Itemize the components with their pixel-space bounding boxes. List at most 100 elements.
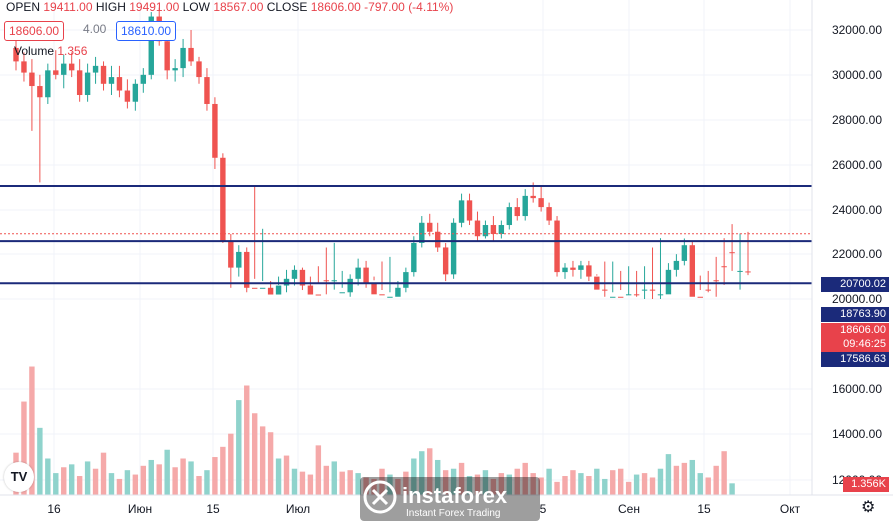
x-tick-label: Окт (780, 502, 801, 516)
volume-bar (450, 468, 457, 495)
x-tick-label: 15 (697, 502, 711, 516)
volume-bar (673, 465, 680, 495)
candle-body (37, 86, 43, 98)
volume-bar (570, 470, 576, 495)
sell-price-button[interactable]: 18606.00 (4, 21, 65, 41)
candle-body (737, 270, 743, 272)
change-value: -797.00 (-4.11%) (364, 0, 454, 14)
y-tick-label: 22000.00 (832, 247, 882, 261)
volume-bar (21, 401, 27, 495)
candle-body (602, 289, 608, 291)
candle-body (108, 77, 115, 84)
volume-bar (498, 473, 505, 495)
candle-body (427, 222, 433, 232)
volume-bar (665, 454, 672, 495)
volume-bar (323, 465, 330, 495)
volume-bar (610, 470, 616, 495)
candle-body (212, 103, 218, 158)
candle-body (228, 240, 234, 268)
volume-bar (220, 446, 226, 495)
gear-icon[interactable]: ⚙ (861, 499, 876, 516)
candle-body (132, 83, 139, 102)
volume-bar (196, 476, 202, 495)
candle-body (498, 225, 505, 234)
level-tag-2: 18763.90 (821, 307, 889, 322)
volume-bar (299, 471, 306, 495)
candle-body (371, 283, 377, 295)
candle-body (633, 294, 640, 296)
volume-bar (434, 459, 441, 495)
level-tag-1: 20700.02 (821, 277, 889, 292)
candle-body (331, 280, 337, 282)
candle-body (275, 285, 282, 295)
candle-body (339, 292, 345, 294)
volume-tag: 1.356K (843, 477, 889, 492)
volume-bar (148, 459, 154, 495)
volume-bar (657, 468, 664, 495)
volume-bar (180, 458, 186, 495)
watermark-brand: instaforex (402, 483, 508, 508)
candle-body (546, 207, 552, 221)
open-label: OPEN (6, 0, 41, 14)
volume-bar (37, 427, 43, 495)
volume-bar (84, 461, 91, 495)
volume-bar (602, 478, 608, 495)
buy-price-button[interactable]: 18610.00 (116, 21, 177, 41)
volume-bar (490, 478, 497, 495)
low-label: LOW (182, 0, 210, 14)
ohlc-legend: OPEN 19411.00 HIGH 19491.00 LOW 18567.00… (6, 0, 453, 14)
spread-value: 4.00 (83, 22, 107, 36)
x-tick-label: Июн (128, 502, 152, 516)
volume-bar (283, 455, 290, 495)
volume-label: Volume (14, 44, 55, 58)
volume-bar (578, 473, 584, 495)
candle-body (395, 287, 401, 297)
volume-bar (108, 473, 115, 495)
candle-body (180, 47, 186, 69)
y-tick-label: 32000.00 (832, 23, 882, 37)
candle-body (434, 231, 441, 248)
volume-bar (705, 477, 711, 495)
volume-bar (403, 471, 409, 495)
candle-body (522, 195, 528, 217)
volume-bar (53, 473, 59, 495)
tradingview-logo-icon[interactable]: TV (4, 462, 34, 492)
volume-bar (538, 477, 544, 495)
volume-bar (228, 433, 234, 495)
candle-body (586, 265, 592, 277)
volume-bar (442, 470, 449, 495)
volume-bar (29, 366, 35, 495)
candle-body (76, 70, 83, 96)
y-tick-label: 28000.00 (832, 113, 882, 127)
candle-body (610, 296, 616, 298)
volume-bar (331, 461, 337, 495)
candle-body (307, 285, 314, 295)
candle-body (259, 287, 266, 289)
candle-body (387, 296, 393, 298)
candle-body (442, 247, 449, 275)
candle-body (570, 267, 576, 270)
volume-bar (68, 464, 75, 495)
open-value: 19411.00 (43, 0, 93, 14)
volume-bar (188, 461, 194, 495)
candle-body (61, 63, 67, 75)
volume-bar (116, 478, 123, 495)
candle-body (379, 294, 385, 296)
y-tick-label: 30000.00 (832, 68, 882, 82)
candle-body (140, 74, 147, 84)
x-tick-label: Сен (618, 502, 640, 516)
candle-body (530, 195, 536, 199)
candle-body (84, 72, 91, 96)
candle-body (411, 242, 417, 273)
volume-bar (339, 471, 345, 495)
volume-bar (164, 449, 170, 495)
volume-bar (411, 458, 417, 495)
instaforex-logo-icon: instaforex Instant Forex Trading (360, 477, 540, 521)
volume-value: 1.356 (57, 44, 88, 58)
volume-bar (100, 452, 107, 495)
candle-body (625, 294, 632, 296)
last-price-tag: 18606.00 (821, 323, 889, 338)
volume-bar (307, 474, 314, 495)
volume-bar (697, 473, 703, 495)
